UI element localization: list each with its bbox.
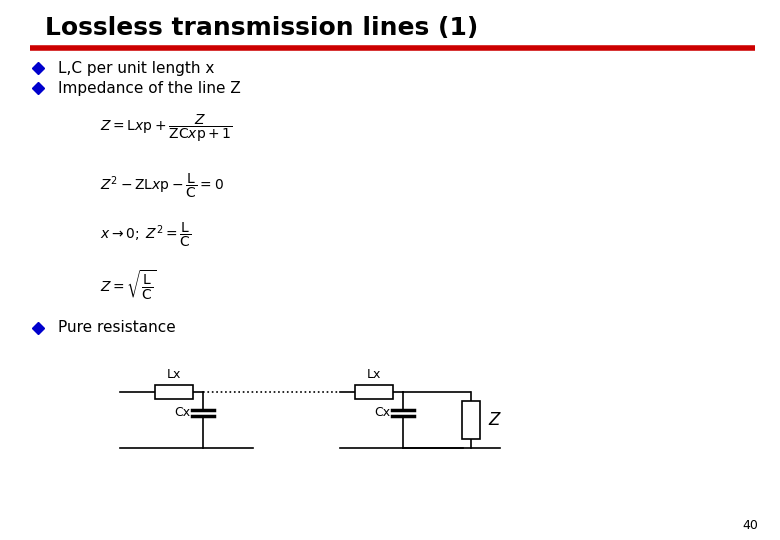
Text: Lx: Lx bbox=[167, 368, 181, 381]
Text: Lossless transmission lines (1): Lossless transmission lines (1) bbox=[45, 16, 478, 40]
Text: L,C per unit length x: L,C per unit length x bbox=[58, 60, 214, 76]
Text: $Z = \mathrm{L}x\mathrm{p} + \dfrac{Z}{\mathrm{Z}\mathrm{C}x\mathrm{p}+1}$: $Z = \mathrm{L}x\mathrm{p} + \dfrac{Z}{\… bbox=[100, 112, 232, 144]
Text: $Z^2 - \mathrm{Z}\mathrm{L}x\mathrm{p} - \dfrac{\mathrm{L}}{\mathrm{C}} = 0$: $Z^2 - \mathrm{Z}\mathrm{L}x\mathrm{p} -… bbox=[100, 172, 224, 200]
Text: 40: 40 bbox=[742, 519, 758, 532]
Text: Z: Z bbox=[488, 411, 499, 429]
Text: $Z = \sqrt{\dfrac{\mathrm{L}}{\mathrm{C}}}$: $Z = \sqrt{\dfrac{\mathrm{L}}{\mathrm{C}… bbox=[100, 268, 157, 302]
Text: Cx: Cx bbox=[374, 407, 390, 420]
Text: Impedance of the line Z: Impedance of the line Z bbox=[58, 80, 241, 96]
Text: Lx: Lx bbox=[367, 368, 381, 381]
Text: Cx: Cx bbox=[174, 407, 190, 420]
Bar bbox=[155, 385, 193, 399]
Bar bbox=[462, 401, 480, 439]
Text: Pure resistance: Pure resistance bbox=[58, 321, 176, 335]
Bar bbox=[355, 385, 393, 399]
Text: $x \rightarrow 0;\; Z^2 = \dfrac{\mathrm{L}}{\mathrm{C}}$: $x \rightarrow 0;\; Z^2 = \dfrac{\mathrm… bbox=[100, 221, 191, 249]
